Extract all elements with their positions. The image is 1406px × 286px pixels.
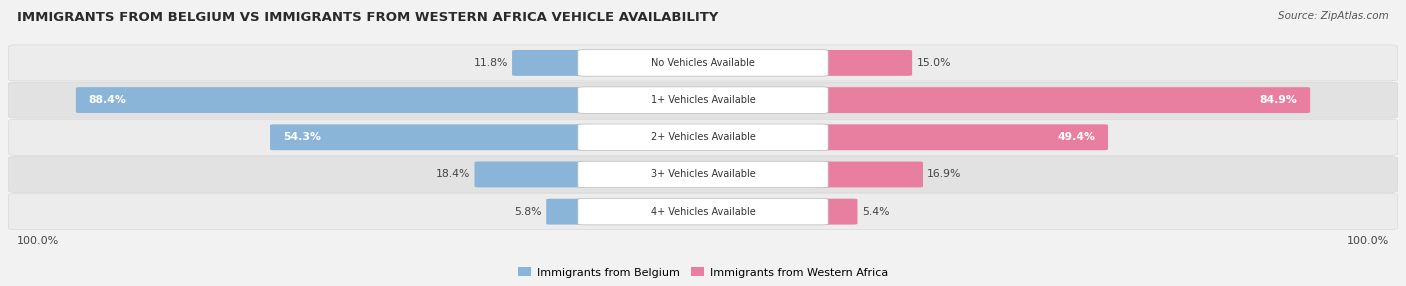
Text: 100.0%: 100.0% <box>1347 236 1389 246</box>
Text: 15.0%: 15.0% <box>917 58 950 68</box>
Text: Source: ZipAtlas.com: Source: ZipAtlas.com <box>1278 11 1389 21</box>
Text: 16.9%: 16.9% <box>927 170 962 179</box>
Text: IMMIGRANTS FROM BELGIUM VS IMMIGRANTS FROM WESTERN AFRICA VEHICLE AVAILABILITY: IMMIGRANTS FROM BELGIUM VS IMMIGRANTS FR… <box>17 11 718 24</box>
Text: 18.4%: 18.4% <box>436 170 470 179</box>
Text: No Vehicles Available: No Vehicles Available <box>651 58 755 68</box>
FancyBboxPatch shape <box>270 124 588 150</box>
Text: 100.0%: 100.0% <box>17 236 59 246</box>
Text: 5.8%: 5.8% <box>515 207 543 217</box>
Text: 84.9%: 84.9% <box>1260 95 1298 105</box>
FancyBboxPatch shape <box>818 162 922 187</box>
FancyBboxPatch shape <box>818 124 1108 150</box>
FancyBboxPatch shape <box>8 194 1398 230</box>
FancyBboxPatch shape <box>8 119 1398 155</box>
Text: 1+ Vehicles Available: 1+ Vehicles Available <box>651 95 755 105</box>
Text: 49.4%: 49.4% <box>1057 132 1095 142</box>
FancyBboxPatch shape <box>578 161 828 188</box>
Text: 5.4%: 5.4% <box>862 207 889 217</box>
FancyBboxPatch shape <box>578 87 828 113</box>
FancyBboxPatch shape <box>578 124 828 150</box>
FancyBboxPatch shape <box>818 87 1310 113</box>
FancyBboxPatch shape <box>547 199 588 225</box>
Text: 88.4%: 88.4% <box>89 95 127 105</box>
Text: 54.3%: 54.3% <box>283 132 321 142</box>
FancyBboxPatch shape <box>818 199 858 225</box>
FancyBboxPatch shape <box>76 87 588 113</box>
FancyBboxPatch shape <box>8 45 1398 81</box>
FancyBboxPatch shape <box>578 50 828 76</box>
FancyBboxPatch shape <box>512 50 588 76</box>
Text: 11.8%: 11.8% <box>474 58 508 68</box>
Text: 3+ Vehicles Available: 3+ Vehicles Available <box>651 170 755 179</box>
Legend: Immigrants from Belgium, Immigrants from Western Africa: Immigrants from Belgium, Immigrants from… <box>517 267 889 278</box>
FancyBboxPatch shape <box>578 198 828 225</box>
Text: 2+ Vehicles Available: 2+ Vehicles Available <box>651 132 755 142</box>
Text: 4+ Vehicles Available: 4+ Vehicles Available <box>651 207 755 217</box>
FancyBboxPatch shape <box>8 82 1398 118</box>
FancyBboxPatch shape <box>818 50 912 76</box>
FancyBboxPatch shape <box>474 162 588 187</box>
FancyBboxPatch shape <box>8 156 1398 192</box>
